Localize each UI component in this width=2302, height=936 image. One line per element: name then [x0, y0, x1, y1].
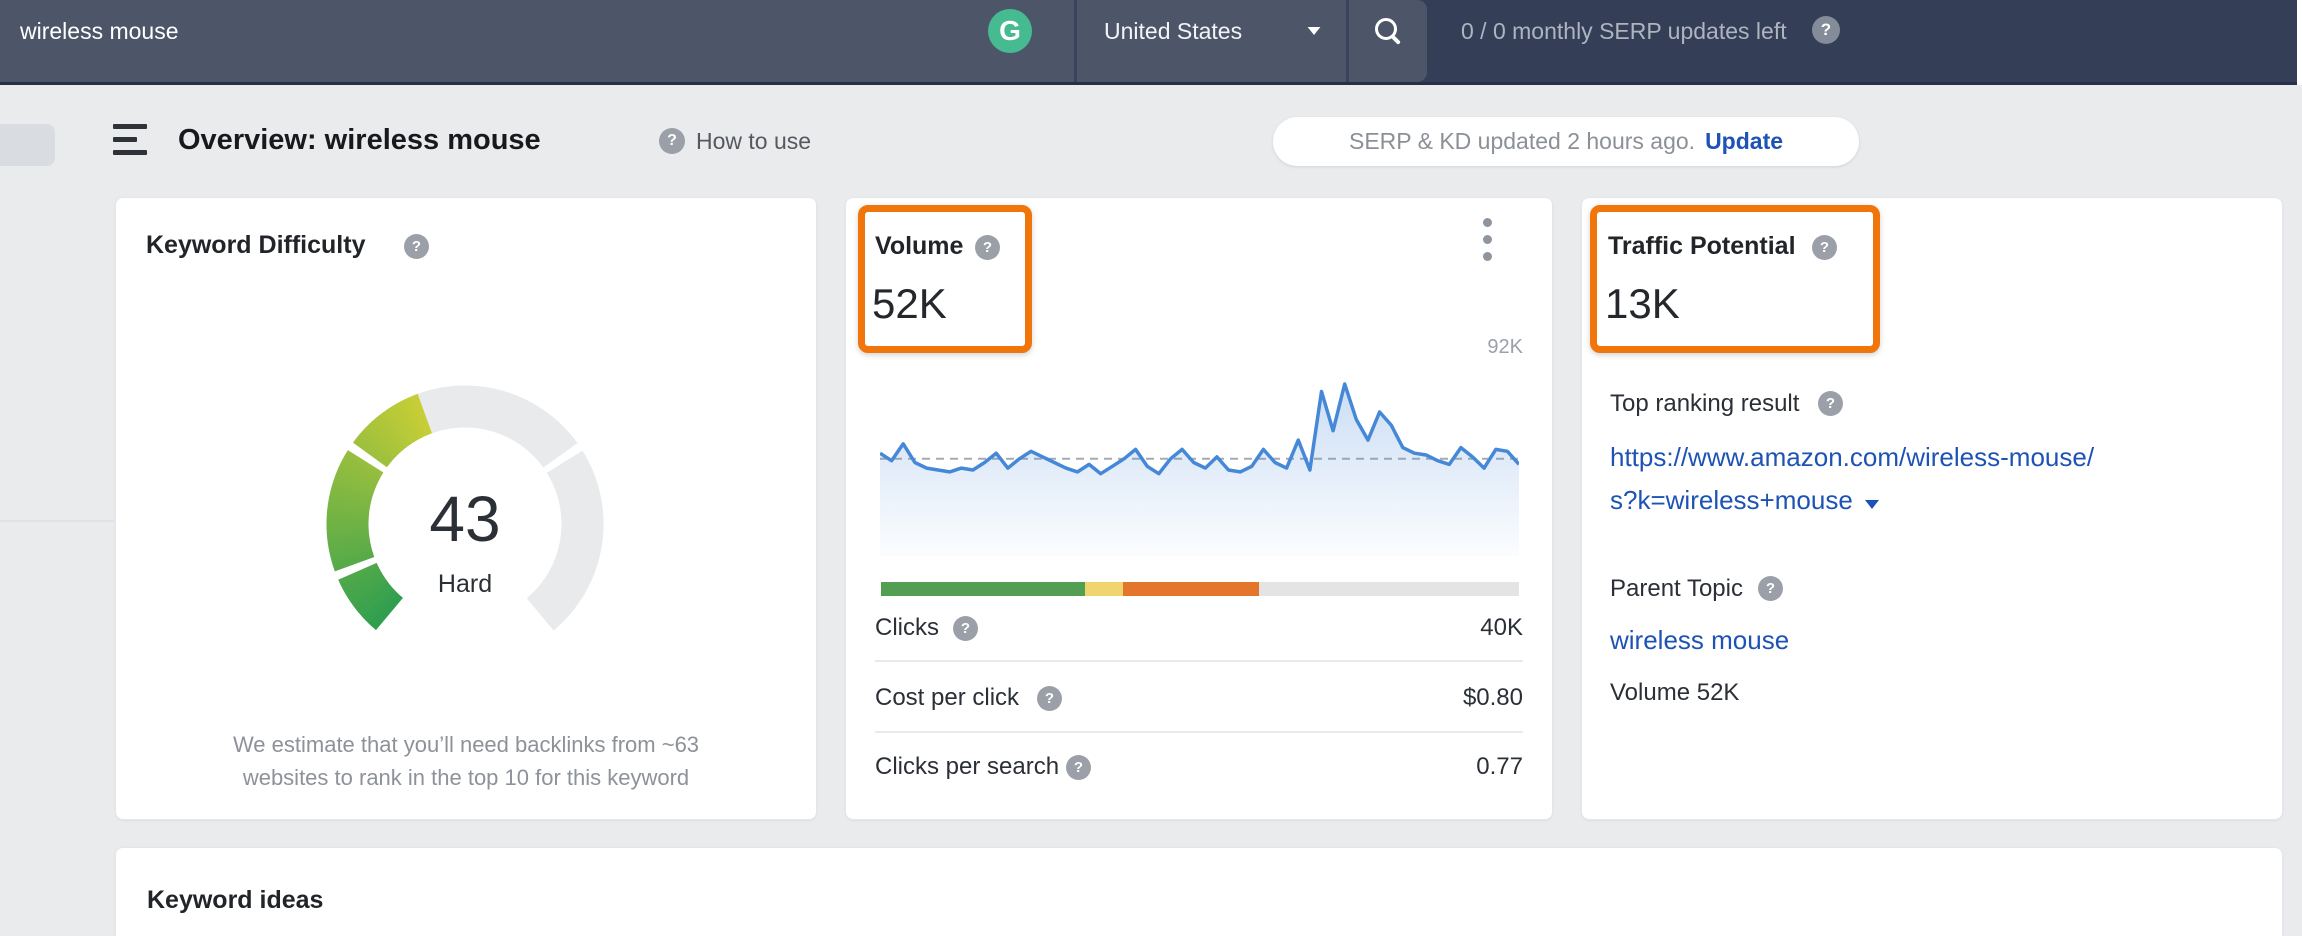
- top-ranking-result-label: Top ranking result: [1610, 390, 1800, 417]
- card-title: Volume: [875, 232, 964, 260]
- card-title: Traffic Potential: [1608, 232, 1796, 260]
- divider: [1346, 0, 1349, 82]
- kd-score: 43: [429, 483, 501, 555]
- country-selector[interactable]: United States: [1104, 18, 1243, 44]
- parent-topic-volume: Volume 52K: [1610, 679, 1740, 706]
- axis-max-label: 92K: [1487, 336, 1523, 358]
- traffic-potential-highlight-box: [1590, 205, 1880, 353]
- metric-label: Cost per click: [875, 684, 1020, 711]
- how-to-use-link[interactable]: How to use: [696, 128, 812, 154]
- yellow-segment: [1085, 582, 1124, 596]
- top-navbar: wireless mouse G United States 0 / 0 mon…: [0, 0, 2302, 85]
- help-icon[interactable]: ?: [1037, 686, 1062, 711]
- parent-topic-label: Parent Topic: [1610, 575, 1743, 602]
- help-icon[interactable]: ?: [1818, 391, 1843, 416]
- kd-rating: Hard: [437, 570, 493, 598]
- divider: [875, 660, 1523, 662]
- scrollbar-track[interactable]: [2297, 0, 2302, 85]
- volume-trend-chart: [880, 382, 1519, 556]
- traffic-potential-value: 13K: [1605, 280, 1680, 327]
- help-icon[interactable]: ?: [404, 234, 429, 259]
- help-icon[interactable]: ?: [1812, 235, 1837, 260]
- kd-gauge: [326, 385, 604, 631]
- chevron-down-icon[interactable]: [1307, 27, 1321, 35]
- update-status-pill: SERP & KD updated 2 hours ago. Update: [1273, 117, 1859, 166]
- update-link[interactable]: Update: [1705, 128, 1784, 154]
- divider: [875, 731, 1523, 733]
- search-query-text[interactable]: wireless mouse: [20, 18, 179, 44]
- help-icon[interactable]: ?: [1758, 576, 1783, 601]
- top-ranking-url[interactable]: https://www.amazon.com/wireless-mouse/ s…: [1610, 442, 2095, 515]
- kebab-menu-icon[interactable]: [1480, 218, 1494, 264]
- metric-label: Clicks per search: [875, 753, 1060, 780]
- sidebar-collapsed-tab[interactable]: [0, 124, 55, 166]
- grammarly-icon[interactable]: G: [988, 9, 1032, 53]
- gray-segment: [1259, 582, 1519, 596]
- metric-value: $0.80: [1462, 684, 1523, 711]
- divider: [1074, 0, 1077, 82]
- help-icon[interactable]: ?: [1066, 755, 1091, 780]
- metric-value: 0.77: [1476, 753, 1523, 780]
- keyword-ideas-card: [115, 847, 2283, 936]
- help-icon[interactable]: ?: [659, 128, 685, 154]
- page-title: Overview: wireless mouse: [178, 124, 541, 156]
- search-input[interactable]: wireless mouse G United States: [0, 0, 1427, 82]
- volume-value: 52K: [872, 280, 947, 327]
- search-button[interactable]: [1349, 0, 1427, 82]
- help-icon[interactable]: ?: [975, 235, 1000, 260]
- volume-highlight-box: [858, 205, 1032, 353]
- serp-updates-status: 0 / 0 monthly SERP updates left: [1461, 18, 1787, 44]
- search-icon: [1375, 18, 1397, 40]
- update-status-text: SERP & KD updated 2 hours ago.: [1348, 128, 1696, 154]
- gutter-divider: [0, 520, 114, 522]
- card-title: Keyword Difficulty: [146, 231, 366, 259]
- help-icon[interactable]: ?: [953, 616, 978, 641]
- green-segment: [881, 582, 1086, 596]
- chevron-down-icon[interactable]: [1864, 500, 1879, 509]
- help-icon[interactable]: ?: [1812, 16, 1840, 44]
- keyword-difficulty-card: Keyword Difficulty ?: [115, 197, 817, 820]
- metric-label: Clicks: [875, 614, 939, 641]
- orange-segment: [1123, 582, 1260, 596]
- metric-value: 40K: [1480, 614, 1523, 641]
- parent-topic-link[interactable]: wireless mouse: [1610, 625, 1790, 655]
- clicks-distribution-bar: [881, 582, 1519, 596]
- keyword-ideas-title: Keyword ideas: [147, 886, 324, 914]
- traffic-potential-card: [1581, 197, 2283, 820]
- kd-description: We estimate that you’ll need backlinks f…: [232, 732, 700, 790]
- menu-toggle-icon[interactable]: [113, 124, 147, 156]
